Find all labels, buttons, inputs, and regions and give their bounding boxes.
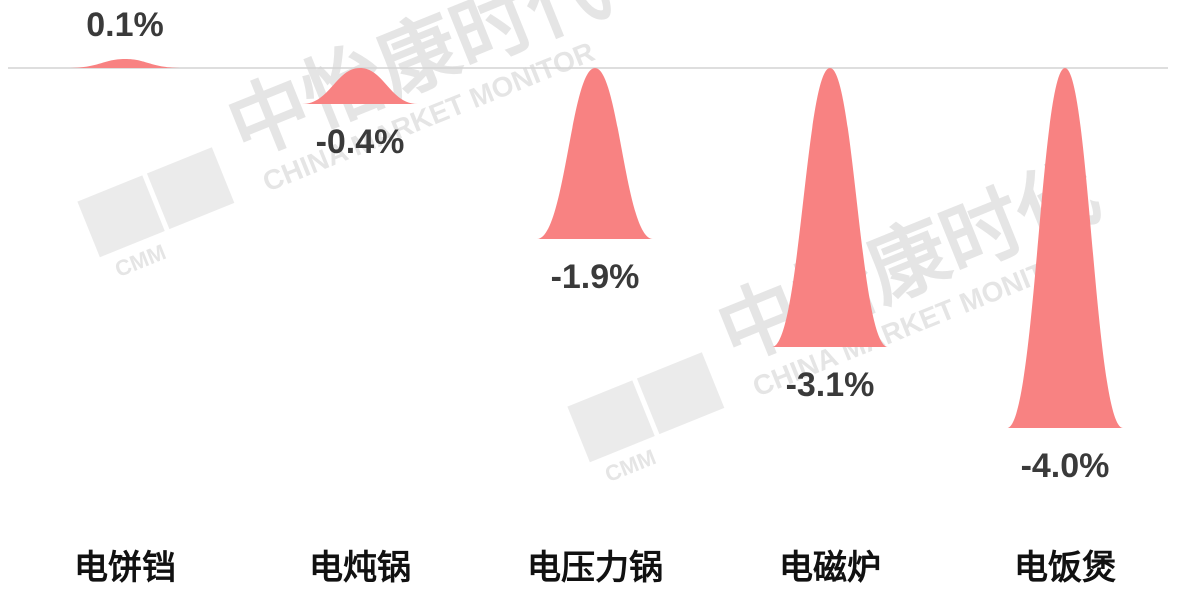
x-tick-label: 电炖锅 xyxy=(309,549,411,587)
watermark-logo-block xyxy=(146,147,235,230)
bar xyxy=(302,68,418,104)
bar xyxy=(772,68,888,347)
value-label: 0.1% xyxy=(86,6,164,44)
watermark-logo-block xyxy=(636,352,725,435)
value-label: -0.4% xyxy=(316,123,405,161)
bar xyxy=(537,68,653,239)
bar xyxy=(67,59,183,68)
value-label: -1.9% xyxy=(551,258,640,296)
x-tick-label: 电饼铛 xyxy=(74,549,176,587)
watermark-name: 中怡康时代 xyxy=(216,0,620,173)
x-tick-label: 电磁炉 xyxy=(779,549,881,587)
value-label: -4.0% xyxy=(1021,447,1110,485)
bar xyxy=(1007,68,1123,428)
x-tick-label: 电压力锅 xyxy=(527,549,663,587)
value-label: -3.1% xyxy=(786,366,875,404)
x-tick-label: 电饭煲 xyxy=(1014,549,1116,587)
watermark-logo-block xyxy=(567,380,655,463)
watermark-logo-block xyxy=(77,175,165,258)
